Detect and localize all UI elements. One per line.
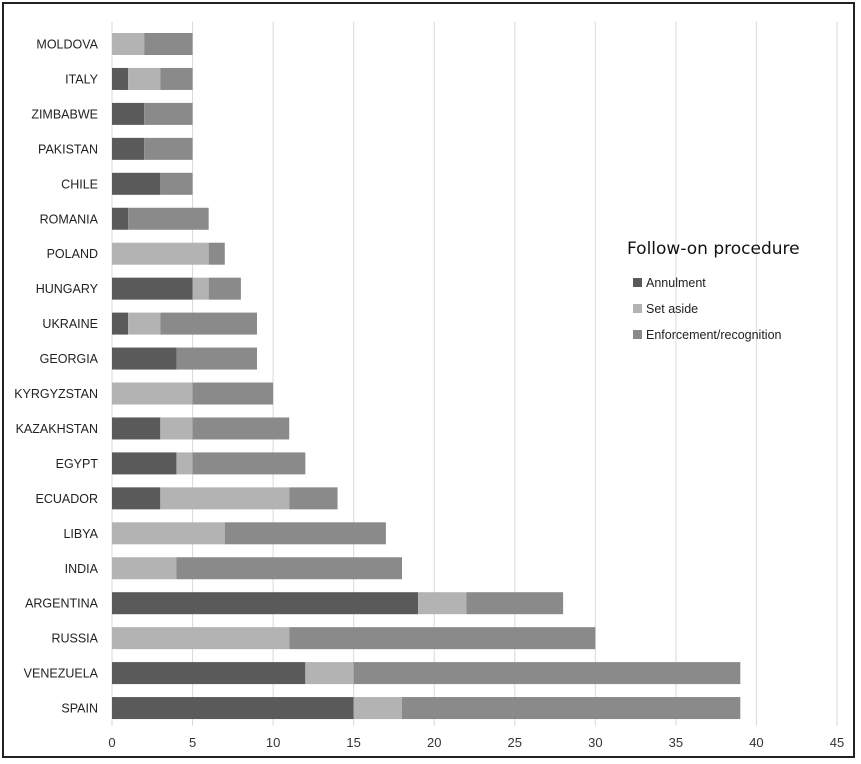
- bar-segment: [112, 627, 290, 650]
- bar-segment: [305, 662, 354, 685]
- bar-segment: [112, 137, 145, 160]
- bar-segment: [192, 417, 290, 440]
- bar-segment: [112, 312, 129, 335]
- bar-segment: [466, 592, 564, 615]
- bar-segment: [208, 277, 241, 300]
- category-label: INDIA: [65, 562, 99, 576]
- legend-title: Follow-on procedure: [627, 239, 800, 259]
- bar-segment: [112, 522, 225, 545]
- bar-segment: [112, 102, 145, 125]
- category-label: VENEZUELA: [24, 667, 99, 681]
- category-label: ZIMBABWE: [31, 107, 98, 121]
- bar-segment: [192, 452, 306, 475]
- bar-segment: [112, 242, 209, 265]
- x-tick-label: 40: [749, 735, 763, 750]
- bar-segment: [144, 33, 193, 55]
- legend: Follow-on procedure Annulment Set aside En…: [627, 239, 800, 342]
- x-tick-label: 5: [189, 735, 196, 750]
- bar-segment: [128, 67, 161, 90]
- category-label: ARGENTINA: [25, 597, 99, 611]
- x-tick-label: 30: [588, 735, 602, 750]
- category-label: SPAIN: [61, 702, 98, 716]
- x-tick-label: 20: [427, 735, 441, 750]
- bar-segment: [112, 172, 161, 195]
- category-label: HUNGARY: [36, 282, 99, 296]
- bar-segment: [289, 487, 338, 510]
- bar-segment: [176, 347, 257, 370]
- bar-segment: [112, 277, 193, 300]
- bar-segment: [112, 592, 419, 615]
- bar-segment: [418, 592, 467, 615]
- bar-segment: [353, 662, 741, 685]
- bar-segment: [192, 382, 274, 405]
- bar-segment: [144, 137, 193, 160]
- bar-segment: [128, 207, 209, 230]
- bar-segment: [192, 277, 209, 300]
- category-label: LIBYA: [63, 527, 98, 541]
- category-label: ECUADOR: [35, 492, 98, 506]
- category-label: KAZAKHSTAN: [16, 422, 98, 436]
- legend-label: Annulment: [646, 276, 706, 290]
- bar-segment: [144, 102, 193, 125]
- bar-segment: [224, 522, 386, 545]
- bar-segment: [112, 33, 145, 55]
- legend-label: Set aside: [646, 302, 698, 316]
- bar-segment: [160, 172, 193, 195]
- x-tick-label: 0: [108, 735, 115, 750]
- legend-swatch: [633, 330, 642, 339]
- category-label: POLAND: [47, 247, 98, 261]
- category-label: CHILE: [61, 177, 98, 191]
- legend-label: Enforcement/recognition: [646, 328, 782, 342]
- bar-segment: [160, 417, 193, 440]
- bar-segment: [176, 557, 402, 580]
- bar-segment: [112, 452, 177, 475]
- bar-segment: [289, 627, 596, 650]
- bar-segment: [128, 312, 161, 335]
- legend-swatch: [633, 278, 642, 287]
- bar-segment: [353, 697, 402, 720]
- bar-segment: [208, 242, 225, 265]
- bar-segment: [176, 452, 193, 475]
- x-tick-label: 10: [266, 735, 280, 750]
- category-label: GEORGIA: [40, 352, 99, 366]
- bar-segment: [112, 417, 161, 440]
- category-label: UKRAINE: [42, 317, 98, 331]
- bar-segment: [112, 487, 161, 510]
- category-label: ITALY: [65, 72, 99, 86]
- category-label: RUSSIA: [51, 632, 98, 646]
- bar-segment: [160, 487, 290, 510]
- category-label: EGYPT: [56, 457, 99, 471]
- x-tick-label: 25: [508, 735, 522, 750]
- x-tick-label: 15: [346, 735, 360, 750]
- category-label: MOLDOVA: [36, 38, 98, 52]
- bar-segment: [112, 697, 354, 720]
- bar-segment: [160, 312, 257, 335]
- x-tick-label: 45: [830, 735, 844, 750]
- bar-segment: [112, 662, 306, 685]
- bar-segment: [112, 207, 129, 230]
- bar-segment: [402, 697, 741, 720]
- bars: [112, 33, 741, 720]
- category-labels: MOLDOVA ITALY ZIMBABWE PAKISTAN CHILE ROMANIA…: [14, 38, 98, 716]
- x-tick-labels: 0 5 10 15 20 25 30 35 40 45: [108, 735, 844, 750]
- category-label: ROMANIA: [40, 212, 99, 226]
- bar-segment: [112, 557, 177, 580]
- legend-swatch: [633, 304, 642, 313]
- category-label: KYRGYZSTAN: [14, 387, 98, 401]
- category-label: PAKISTAN: [38, 142, 98, 156]
- chart: MOLDOVA ITALY ZIMBABWE PAKISTAN CHILE ROMANIA…: [14, 22, 844, 750]
- bar-segment: [112, 382, 193, 405]
- gridlines: [111, 22, 838, 726]
- bar-segment: [112, 67, 129, 90]
- x-tick-label: 35: [669, 735, 683, 750]
- bar-segment: [112, 347, 177, 370]
- bar-segment: [160, 67, 193, 90]
